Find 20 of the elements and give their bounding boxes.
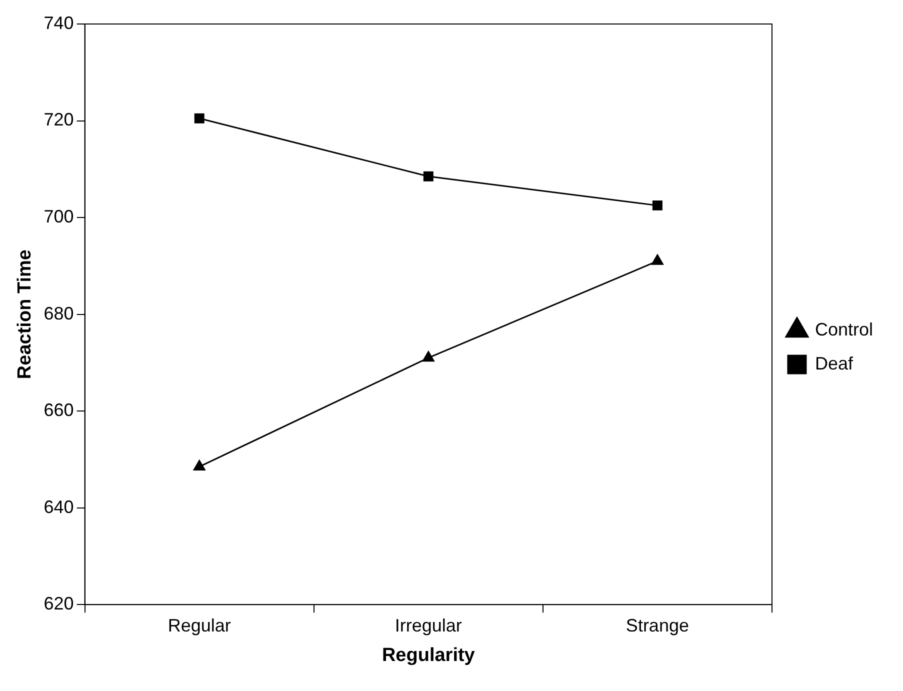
y-tick-label: 680 — [44, 303, 74, 324]
y-tick-label: 660 — [44, 400, 74, 420]
y-tick-label: 620 — [44, 594, 74, 614]
legend-label: Control — [814, 319, 874, 340]
point — [422, 351, 434, 362]
y-tick-label: 740 — [44, 12, 74, 33]
legend-label: Deaf — [814, 353, 854, 374]
point — [652, 254, 664, 265]
y-tick-label: 700 — [44, 206, 74, 226]
y-tick-label: 640 — [44, 496, 74, 517]
point — [194, 113, 204, 124]
x-tick-label: Irregular — [394, 615, 462, 636]
y-axis-title: Reaction Time — [14, 250, 36, 380]
point — [652, 200, 662, 210]
x-tick-label: Strange — [626, 615, 689, 636]
x-axis-title: Regularity — [382, 644, 476, 666]
point — [193, 460, 206, 470]
y-tick-label: 720 — [44, 110, 74, 130]
point — [423, 171, 434, 182]
x-tick-label: Regular — [168, 615, 231, 636]
